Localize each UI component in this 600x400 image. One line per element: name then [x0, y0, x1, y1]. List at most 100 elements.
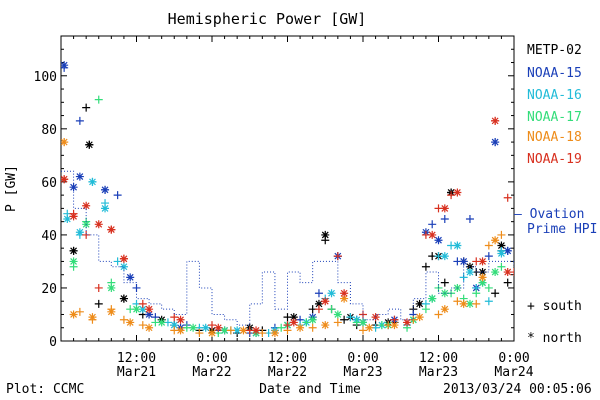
point-noaa-15-north	[145, 310, 154, 319]
point-metp-02-north	[69, 246, 78, 255]
legend-noaa17: NOAA-17	[527, 110, 582, 125]
legend-noaa16: NOAA-16	[527, 88, 582, 103]
point-noaa-18-north	[340, 294, 349, 303]
point-noaa-19-north	[478, 257, 487, 266]
point-noaa-15-north	[434, 236, 443, 245]
point-noaa-19-north	[145, 305, 154, 314]
point-noaa-18-north	[491, 236, 500, 245]
point-noaa-15-north	[126, 273, 135, 282]
point-metp-02-north	[85, 140, 94, 149]
point-noaa-18-north	[296, 323, 305, 332]
y-tick-label: 0	[49, 335, 57, 350]
point-noaa-19-north	[321, 297, 330, 306]
point-noaa-17-north	[359, 318, 367, 327]
point-noaa-18-south	[258, 329, 267, 338]
point-noaa-16-north	[88, 177, 97, 186]
point-noaa-19-north	[428, 230, 437, 239]
point-noaa-19-north	[503, 268, 512, 277]
point-noaa-17-south	[472, 289, 481, 298]
x-axis-label: Date and Time	[259, 382, 361, 397]
point-noaa-15-south	[75, 116, 84, 125]
legend-metp02: METP-02	[527, 43, 582, 58]
x-tick-label-date: Mar22	[268, 365, 307, 380]
point-noaa-17-south	[497, 262, 506, 271]
legend-noaa15: NOAA-15	[527, 66, 582, 81]
point-noaa-18-south	[497, 230, 506, 239]
point-noaa-16-north	[119, 262, 128, 271]
point-noaa-18-north	[107, 307, 116, 316]
point-noaa-19-north	[107, 225, 116, 234]
point-noaa-15-south	[314, 289, 323, 298]
point-noaa-18-north	[145, 323, 154, 332]
x-tick-label-time: 12:00	[268, 351, 307, 366]
point-noaa-17-north	[157, 318, 166, 327]
point-noaa-17-north	[491, 268, 500, 277]
point-noaa-16-north	[63, 215, 72, 223]
point-noaa-18-south	[226, 326, 235, 335]
point-noaa-17-south	[277, 323, 286, 332]
point-noaa-18-north	[459, 299, 468, 308]
point-noaa-18-north	[208, 329, 216, 338]
point-noaa-18-south	[308, 323, 317, 332]
point-noaa-16-north	[497, 249, 506, 258]
point-noaa-18-north	[176, 326, 185, 335]
footer-date-label: 2013/03/24 00:05:06	[443, 382, 592, 397]
point-noaa-16-south	[484, 297, 493, 306]
point-noaa-19-south	[283, 321, 292, 330]
point-noaa-19-north	[94, 220, 103, 229]
point-noaa-19-south	[390, 315, 399, 324]
point-noaa-16-north	[233, 326, 242, 335]
chart-title: Hemispheric Power [GW]	[167, 10, 367, 28]
point-noaa-19-south	[82, 230, 91, 239]
footer-plot-label: Plot: CCMC	[6, 382, 85, 397]
point-noaa-19-south	[94, 283, 103, 292]
point-noaa-18-north	[126, 318, 135, 327]
x-tick-label-date: Mar21	[117, 365, 156, 380]
legend-north-marker: * north	[527, 331, 582, 346]
point-noaa-18-south	[138, 321, 147, 330]
point-noaa-16-north	[453, 241, 462, 250]
point-noaa-18-north	[440, 305, 449, 314]
x-tick-label-date: Mar22	[192, 365, 231, 380]
point-metp-02-north	[465, 262, 474, 271]
point-noaa-18-south	[409, 315, 418, 324]
point-metp-02-south	[503, 278, 512, 287]
legend-ovation-2: Prime HPI	[527, 222, 598, 237]
point-noaa-16-north	[170, 321, 179, 330]
x-tick-label-time: 0:00	[347, 351, 378, 366]
point-metp-02-north	[497, 241, 506, 250]
point-noaa-18-south	[434, 310, 443, 319]
point-noaa-17-south	[421, 305, 430, 314]
point-noaa-15-north	[75, 172, 84, 181]
point-noaa-19-north	[453, 188, 462, 197]
point-noaa-19-north	[403, 318, 412, 327]
point-noaa-18-south	[119, 315, 128, 324]
point-noaa-19-south	[333, 252, 342, 261]
y-tick-label: 100	[34, 70, 57, 85]
point-noaa-17-north	[132, 305, 141, 314]
x-tick-label-time: 12:00	[117, 351, 156, 366]
point-noaa-18-south	[453, 297, 462, 306]
point-noaa-15-south	[440, 215, 449, 223]
y-tick-label: 20	[41, 282, 57, 297]
point-noaa-18-north	[321, 321, 330, 330]
point-noaa-16-north	[201, 323, 210, 332]
point-noaa-19-north	[289, 318, 298, 327]
point-noaa-17-north	[189, 323, 198, 332]
point-noaa-17-south	[327, 305, 336, 314]
point-noaa-19-north	[176, 315, 185, 324]
legend-noaa18: NOAA-18	[527, 130, 582, 145]
y-tick-label: 40	[41, 229, 57, 244]
point-noaa-19-north	[82, 201, 91, 210]
point-noaa-17-north	[220, 326, 229, 335]
point-noaa-18-south	[333, 318, 342, 327]
point-noaa-16-north	[138, 305, 147, 314]
point-noaa-19-north	[371, 313, 380, 322]
point-noaa-19-north	[119, 254, 128, 263]
point-noaa-16-north	[75, 228, 84, 237]
point-noaa-19-south	[447, 191, 456, 200]
point-noaa-18-north	[88, 313, 97, 322]
point-noaa-18-north	[365, 323, 374, 332]
point-noaa-18-south	[75, 307, 84, 316]
